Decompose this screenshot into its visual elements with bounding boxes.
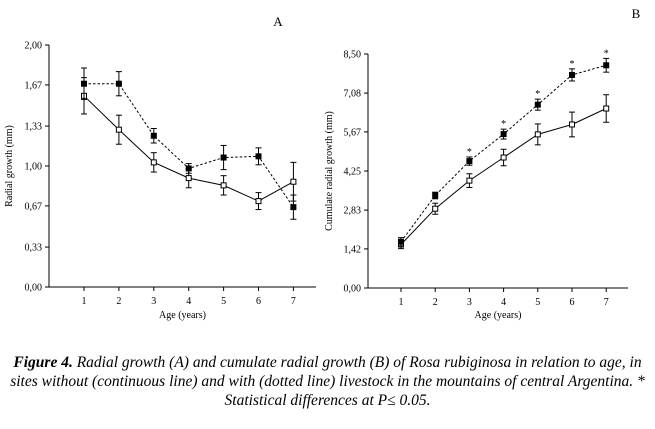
- data-point-filled-square: [569, 71, 575, 78]
- y-axis-title: Radial growth (mm): [4, 125, 15, 207]
- y-tick-label: 8,50: [344, 50, 362, 61]
- y-tick-label: 0,67: [25, 201, 43, 212]
- data-point-filled-square: [115, 80, 122, 87]
- data-point-open-square: [290, 178, 297, 185]
- y-tick-label: 1,67: [25, 80, 43, 91]
- significance-star: *: [467, 147, 472, 158]
- x-axis-title: Age (years): [475, 310, 522, 321]
- y-tick-label: 7,08: [344, 89, 362, 100]
- significance-star: *: [535, 89, 540, 100]
- x-tick-label: 6: [256, 296, 261, 307]
- data-point-open-square: [150, 159, 157, 166]
- data-point-filled-square: [255, 153, 262, 160]
- x-tick-label: 6: [570, 297, 575, 308]
- x-tick-label: 2: [116, 296, 121, 307]
- significance-star: *: [501, 119, 506, 130]
- y-tick-label: 2,83: [344, 206, 362, 217]
- figure-chart: 0,00 0,33 0,67 1,00 1,33 1,67 2,00 1 2 3 4 5 6 7 Age (…: [4, 6, 641, 321]
- data-point-open-square: [466, 177, 473, 184]
- caption-label: Figure 4.: [13, 354, 73, 371]
- y-axis-title: Cumulate radial growth (mm): [324, 111, 335, 231]
- data-point-filled-square: [466, 158, 473, 165]
- panel-label: B: [632, 6, 641, 21]
- x-tick-label: 7: [291, 296, 296, 307]
- y-tick-label: 5,67: [344, 127, 362, 138]
- data-point-filled-square: [603, 62, 610, 69]
- caption-text: Radial growth (A) and cumulate radial gr…: [10, 354, 645, 409]
- x-tick-label: 5: [221, 296, 226, 307]
- x-tick-label: 3: [151, 296, 156, 307]
- x-tick-label: 1: [399, 297, 404, 308]
- data-point-filled-square: [150, 132, 157, 139]
- y-tick-label: 1,42: [344, 244, 362, 255]
- series-line-dotted: [84, 83, 294, 208]
- x-tick-label: 7: [604, 297, 609, 308]
- y-tick-label: 1,33: [25, 122, 43, 133]
- x-tick-label: 4: [501, 297, 506, 308]
- data-point-open-square: [220, 182, 227, 189]
- data-point-open-square: [185, 175, 192, 182]
- data-point-filled-square: [432, 192, 439, 199]
- x-axis-title: Age (years): [159, 310, 206, 321]
- x-tick-label: 4: [186, 296, 191, 307]
- significance-star: *: [604, 48, 609, 59]
- y-tick-label: 0,00: [344, 284, 362, 295]
- data-point-filled-square: [534, 101, 541, 108]
- data-point-open-square: [255, 198, 262, 205]
- x-tick-label: 5: [535, 297, 540, 308]
- data-point-open-square: [432, 205, 439, 212]
- x-tick-label: 2: [433, 297, 438, 308]
- y-tick-label: 2,00: [25, 41, 43, 52]
- data-point-filled-square: [185, 165, 192, 172]
- panel-label: A: [273, 14, 283, 29]
- data-point-open-square: [534, 131, 541, 138]
- y-tick-label: 0,33: [25, 243, 43, 254]
- y-tick-label: 0,00: [25, 283, 43, 294]
- data-point-filled-square: [290, 204, 297, 211]
- data-point-open-square: [603, 105, 610, 112]
- data-point-filled-square: [500, 131, 507, 138]
- data-point-open-square: [115, 126, 122, 133]
- data-point-open-square: [500, 154, 507, 161]
- x-tick-label: 3: [467, 297, 472, 308]
- data-point-open-square: [569, 121, 575, 128]
- y-tick-label: 4,25: [344, 167, 362, 178]
- data-point-filled-square: [398, 238, 404, 245]
- figure-caption: Figure 4. Radial growth (A) and cumulate…: [0, 353, 655, 410]
- data-point-filled-square: [81, 80, 87, 87]
- y-tick-label: 1,00: [25, 162, 43, 173]
- x-tick-label: 1: [82, 296, 87, 307]
- data-point-filled-square: [220, 154, 227, 161]
- significance-star: *: [570, 59, 575, 70]
